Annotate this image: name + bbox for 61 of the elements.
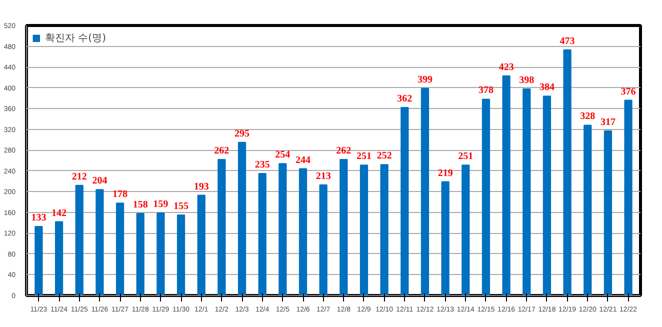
bar <box>298 168 308 296</box>
bar <box>441 181 450 296</box>
bar <box>482 98 490 296</box>
bar <box>624 100 632 296</box>
data-label: 399 <box>417 74 432 86</box>
data-label: 251 <box>356 151 372 162</box>
data-label: 159 <box>153 198 168 210</box>
bar <box>34 226 43 296</box>
bar <box>522 88 531 296</box>
bar <box>380 164 388 296</box>
bar <box>136 212 144 296</box>
data-label: 317 <box>600 116 616 128</box>
bar <box>400 107 409 296</box>
data-label: 473 <box>560 36 575 47</box>
bar <box>360 164 368 296</box>
bar <box>584 124 592 296</box>
bar <box>258 172 266 296</box>
bar <box>238 142 246 296</box>
data-label: 178 <box>112 189 128 200</box>
data-label: 213 <box>316 170 331 182</box>
data-label: 328 <box>580 111 596 122</box>
data-label: 378 <box>478 85 494 96</box>
data-label: 155 <box>174 201 189 212</box>
data-label: 252 <box>376 150 392 162</box>
bar <box>604 130 612 296</box>
bar <box>420 88 430 296</box>
data-label: 133 <box>31 212 46 224</box>
bar <box>116 202 124 296</box>
bar <box>542 96 552 296</box>
bar <box>340 158 348 296</box>
data-label: 295 <box>234 128 250 140</box>
bar <box>75 184 84 296</box>
bar <box>54 221 64 296</box>
legend-label: 확진자 수(명) <box>45 32 106 45</box>
data-label: 158 <box>132 199 148 210</box>
data-label: 376 <box>620 86 636 98</box>
data-label: 204 <box>92 176 108 187</box>
bar <box>96 189 104 296</box>
data-label: 262 <box>336 145 352 156</box>
bar <box>156 212 165 296</box>
data-label: 219 <box>438 168 453 179</box>
bar <box>563 49 572 296</box>
data-label: 384 <box>539 82 554 94</box>
bar <box>176 214 186 296</box>
data-label: 262 <box>214 145 230 156</box>
data-label: 212 <box>72 171 87 182</box>
data-label: 235 <box>254 159 270 170</box>
bar <box>502 75 510 296</box>
data-label: 398 <box>519 74 534 86</box>
bar <box>197 194 206 296</box>
data-label: 423 <box>498 62 514 73</box>
bar <box>218 158 226 296</box>
data-label: 254 <box>275 150 290 161</box>
data-label: 193 <box>194 181 209 192</box>
bar <box>319 184 328 296</box>
data-label: 251 <box>458 151 474 162</box>
bar <box>462 164 470 296</box>
data-label: 244 <box>296 154 311 166</box>
data-label: 142 <box>52 208 67 219</box>
data-label: 362 <box>397 94 412 105</box>
bar <box>278 163 287 296</box>
